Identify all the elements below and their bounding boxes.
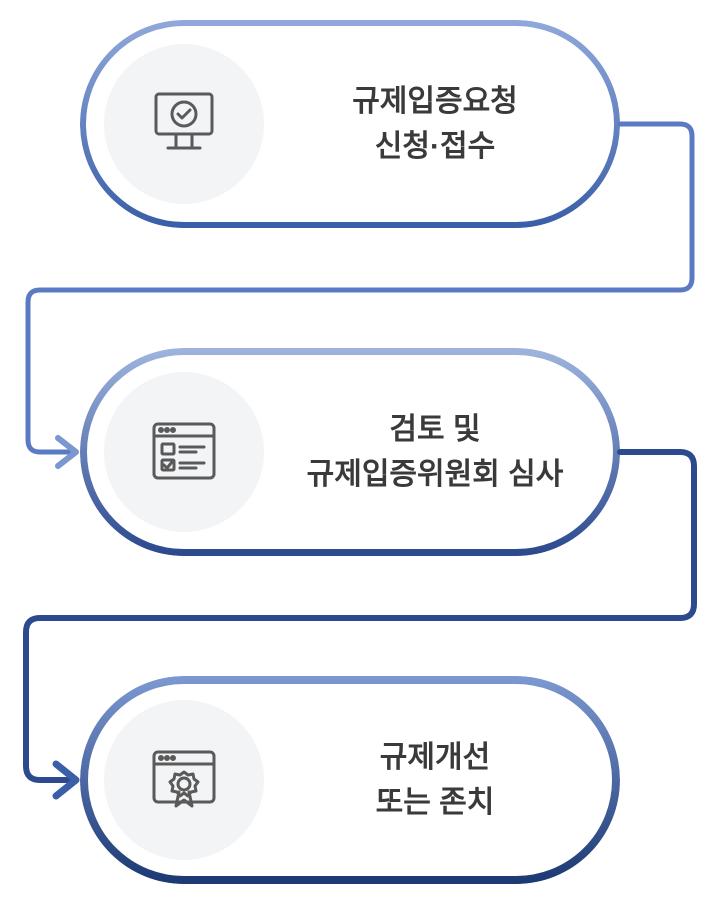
- step-2-line2: 규제입증위원회 심사: [290, 452, 580, 497]
- monitor-check-icon: [146, 86, 222, 162]
- step-2: 검토 및 규제입증위원회 심사: [80, 348, 620, 556]
- step-1-icon-circle: [104, 44, 264, 204]
- step-3-icon-circle: [104, 700, 264, 860]
- step-3-line2: 또는 존치: [290, 780, 580, 825]
- step-2-line1: 검토 및: [389, 413, 480, 446]
- step-1-line2: 신청·접수: [290, 124, 580, 169]
- step-2-text: 검토 및 규제입증위원회 심사: [290, 407, 580, 497]
- step-3: 규제개선 또는 존치: [80, 676, 620, 884]
- checklist-window-icon: [146, 414, 222, 490]
- step-1-line1: 규제입증요청: [352, 85, 518, 118]
- flowchart-container: 규제입증요청 신청·접수: [0, 0, 720, 904]
- step-3-line1: 규제개선: [380, 741, 490, 774]
- document-ribbon-icon: [146, 742, 222, 818]
- step-1-text: 규제입증요청 신청·접수: [290, 79, 580, 169]
- step-3-text: 규제개선 또는 존치: [290, 735, 580, 825]
- step-1: 규제입증요청 신청·접수: [80, 20, 620, 228]
- step-2-icon-circle: [104, 372, 264, 532]
